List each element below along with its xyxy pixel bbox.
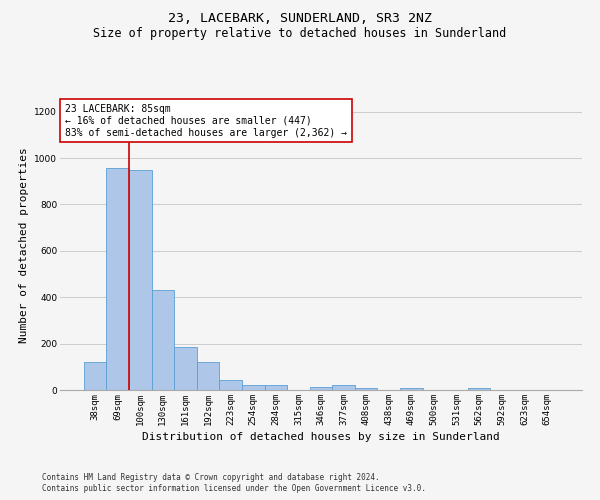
Text: Contains HM Land Registry data © Crown copyright and database right 2024.: Contains HM Land Registry data © Crown c… (42, 472, 380, 482)
Bar (242, 386, 265, 390)
Bar (332, 386, 355, 390)
Text: Size of property relative to detached houses in Sunderland: Size of property relative to detached ho… (94, 28, 506, 40)
Bar (400, 388, 422, 390)
Bar (174, 347, 197, 390)
Text: Contains public sector information licensed under the Open Government Licence v3: Contains public sector information licen… (42, 484, 426, 493)
Bar (84, 362, 106, 390)
Bar (220, 380, 242, 390)
Bar (106, 168, 129, 390)
Bar (197, 362, 220, 390)
Bar (152, 290, 174, 390)
Bar (355, 388, 377, 390)
Y-axis label: Number of detached properties: Number of detached properties (19, 147, 29, 343)
Bar (129, 170, 152, 390)
Bar (310, 386, 332, 390)
Text: 23 LACEBARK: 85sqm
← 16% of detached houses are smaller (447)
83% of semi-detach: 23 LACEBARK: 85sqm ← 16% of detached hou… (65, 104, 347, 138)
Text: Distribution of detached houses by size in Sunderland: Distribution of detached houses by size … (142, 432, 500, 442)
Bar (468, 388, 490, 390)
Bar (265, 386, 287, 390)
Text: 23, LACEBARK, SUNDERLAND, SR3 2NZ: 23, LACEBARK, SUNDERLAND, SR3 2NZ (168, 12, 432, 26)
